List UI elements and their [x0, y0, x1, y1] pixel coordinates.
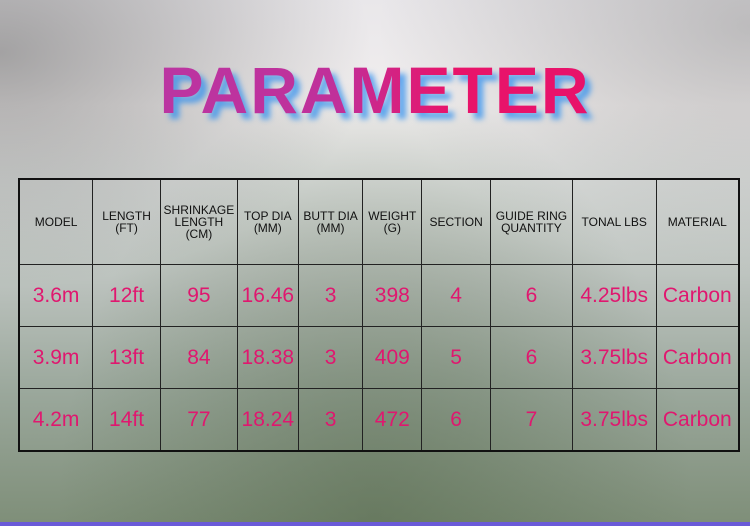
table-cell: 5 [421, 326, 492, 389]
table-cell: 3.75lbs [571, 388, 657, 452]
column-header: WEIGHT (G) [362, 178, 423, 265]
column-header: TOP DIA (MM) [236, 178, 299, 265]
table-cell: 3 [297, 326, 364, 389]
table-cell: 95 [159, 264, 238, 327]
table-cell: 6 [421, 388, 492, 452]
table-cell: 84 [159, 326, 238, 389]
table-row: 4.2m 14ft 77 18.24 3 472 6 7 3.75lbs Carbon [18, 388, 740, 452]
table-cell: 18.38 [236, 326, 299, 389]
table-cell: 3 [297, 388, 364, 452]
table-cell: 409 [362, 326, 423, 389]
table-cell: 6 [490, 264, 573, 327]
table-cell: 16.46 [236, 264, 299, 327]
table-cell: 7 [490, 388, 573, 452]
column-header: SHRINKAGE LENGTH (CM) [159, 178, 238, 265]
table-cell: 4.2m [18, 388, 94, 452]
bottom-bar [0, 522, 750, 526]
column-header: GUIDE RING QUANTITY [490, 178, 573, 265]
table-cell: 77 [159, 388, 238, 452]
table-cell: 13ft [92, 326, 161, 389]
table-cell: 472 [362, 388, 423, 452]
table-cell: 18.24 [236, 388, 299, 452]
column-header: TONAL LBS [571, 178, 657, 265]
column-header: MODEL [18, 178, 94, 265]
table-cell: 3.9m [18, 326, 94, 389]
table-cell: 14ft [92, 388, 161, 452]
table-row: 3.6m 12ft 95 16.46 3 398 4 6 4.25lbs Carbon [18, 264, 740, 327]
table-cell: 3 [297, 264, 364, 327]
table-cell: Carbon [655, 326, 740, 389]
table-cell: 398 [362, 264, 423, 327]
column-header: BUTT DIA (MM) [297, 178, 364, 265]
table-cell: 4.25lbs [571, 264, 657, 327]
table-cell: 6 [490, 326, 573, 389]
header-row: MODEL LENGTH (FT) SHRINKAGE LENGTH (CM) TOP… [18, 178, 740, 265]
column-header: LENGTH (FT) [92, 178, 161, 265]
table-cell: 3.6m [18, 264, 94, 327]
page-title: PARAMETER [0, 52, 750, 128]
table-cell: 12ft [92, 264, 161, 327]
table-cell: 3.75lbs [571, 326, 657, 389]
table-cell: Carbon [655, 388, 740, 452]
table-cell: 4 [421, 264, 492, 327]
parameter-table: MODEL LENGTH (FT) SHRINKAGE LENGTH (CM) TOP… [18, 178, 740, 452]
table-cell: Carbon [655, 264, 740, 327]
table-row: 3.9m 13ft 84 18.38 3 409 5 6 3.75lbs Carbon [18, 326, 740, 389]
column-header: SECTION [421, 178, 492, 265]
column-header: MATERIAL [655, 178, 740, 265]
